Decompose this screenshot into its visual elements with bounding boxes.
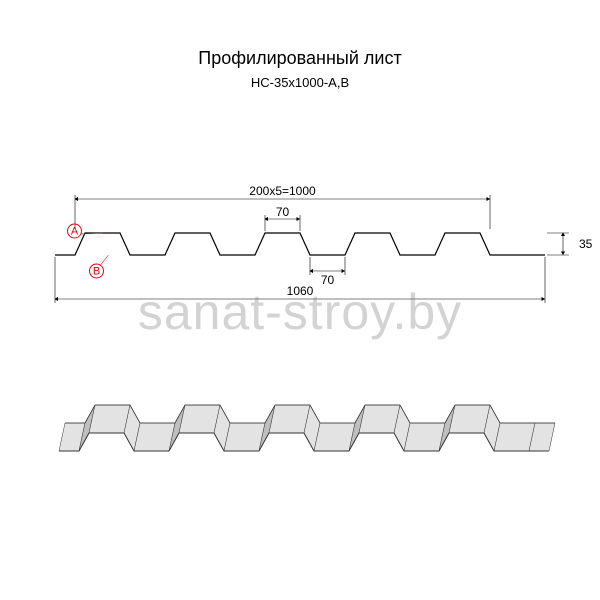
- svg-text:A: A: [71, 226, 79, 238]
- svg-text:70: 70: [321, 273, 335, 287]
- profile-section-diagram: 200x5=1000 70 70 1060 35 A B: [0, 150, 600, 350]
- page-title: Профилированный лист: [0, 48, 600, 69]
- svg-text:70: 70: [276, 205, 290, 219]
- svg-text:200x5=1000: 200x5=1000: [249, 184, 316, 198]
- svg-text:B: B: [93, 266, 100, 278]
- profile-iso-diagram: [0, 380, 600, 530]
- svg-text:35: 35: [579, 237, 593, 251]
- page-subtitle: НС-35х1000-А,В: [0, 75, 600, 90]
- svg-text:1060: 1060: [287, 284, 314, 298]
